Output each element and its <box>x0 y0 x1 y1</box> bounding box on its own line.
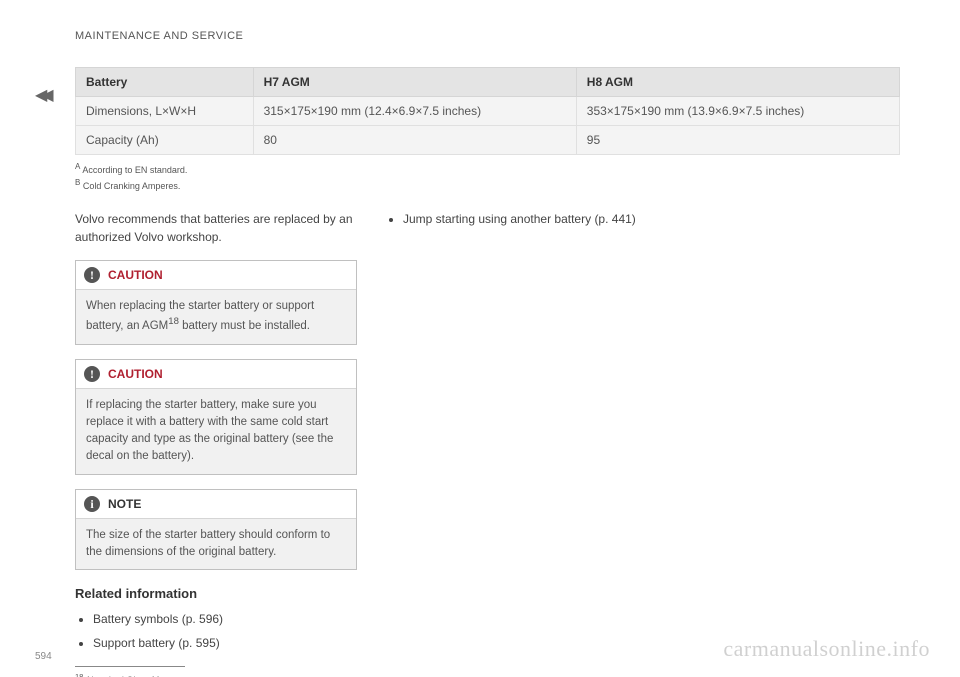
watermark: carmanualsonline.info <box>723 636 930 662</box>
table-row: Capacity (Ah) 80 95 <box>76 126 900 155</box>
caution-label: CAUTION <box>108 365 163 383</box>
table-cell: 353×175×190 mm (13.9×6.9×7.5 inches) <box>576 97 899 126</box>
footnote-separator <box>75 666 185 667</box>
bottom-footnote: 18 Absorbed Glass Mat. <box>75 671 355 677</box>
caution-body: If replacing the starter battery, make s… <box>76 389 356 474</box>
list-item: Jump starting using another battery (p. … <box>403 210 665 228</box>
intro-text: Volvo recommends that batteries are repl… <box>75 210 355 246</box>
footnote-a: According to EN standard. <box>82 165 187 175</box>
table-cell: Capacity (Ah) <box>76 126 254 155</box>
list-item: Support battery (p. 595) <box>93 634 355 652</box>
note-header: i NOTE <box>76 490 356 519</box>
table-header-cell: Battery <box>76 68 254 97</box>
note-label: NOTE <box>108 495 141 513</box>
list-item: Battery symbols (p. 596) <box>93 610 355 628</box>
page-number: 594 <box>35 651 52 662</box>
table-cell: 95 <box>576 126 899 155</box>
table-header-cell: H7 AGM <box>253 68 576 97</box>
table-header-cell: H8 AGM <box>576 68 899 97</box>
related-info-heading: Related information <box>75 584 355 604</box>
table-cell: 80 <box>253 126 576 155</box>
note-body: The size of the starter battery should c… <box>76 519 356 570</box>
right-list: Jump starting using another battery (p. … <box>403 210 665 228</box>
exclamation-icon: ! <box>84 267 100 283</box>
caution-header: ! CAUTION <box>76 261 356 290</box>
caution-body: When replacing the starter battery or su… <box>76 290 356 343</box>
right-column: Jump starting using another battery (p. … <box>385 210 665 677</box>
footnote-b: Cold Cranking Amperes. <box>83 181 181 191</box>
info-icon: i <box>84 496 100 512</box>
left-column: Volvo recommends that batteries are repl… <box>75 210 355 677</box>
caution-header: ! CAUTION <box>76 360 356 389</box>
caution-label: CAUTION <box>108 266 163 284</box>
table-row: Dimensions, L×W×H 315×175×190 mm (12.4×6… <box>76 97 900 126</box>
table-footnotes: A According to EN standard. B Cold Crank… <box>75 161 900 192</box>
table-cell: 315×175×190 mm (12.4×6.9×7.5 inches) <box>253 97 576 126</box>
battery-spec-table: Battery H7 AGM H8 AGM Dimensions, L×W×H … <box>75 67 900 155</box>
related-info-list: Battery symbols (p. 596) Support battery… <box>93 610 355 652</box>
table-cell: Dimensions, L×W×H <box>76 97 254 126</box>
note-box: i NOTE The size of the starter battery s… <box>75 489 357 571</box>
continuation-arrows-icon: ◀◀ <box>35 85 48 105</box>
section-header: MAINTENANCE AND SERVICE <box>75 30 900 42</box>
table-header-row: Battery H7 AGM H8 AGM <box>76 68 900 97</box>
caution-box: ! CAUTION If replacing the starter batte… <box>75 359 357 475</box>
exclamation-icon: ! <box>84 366 100 382</box>
caution-box: ! CAUTION When replacing the starter bat… <box>75 260 357 344</box>
